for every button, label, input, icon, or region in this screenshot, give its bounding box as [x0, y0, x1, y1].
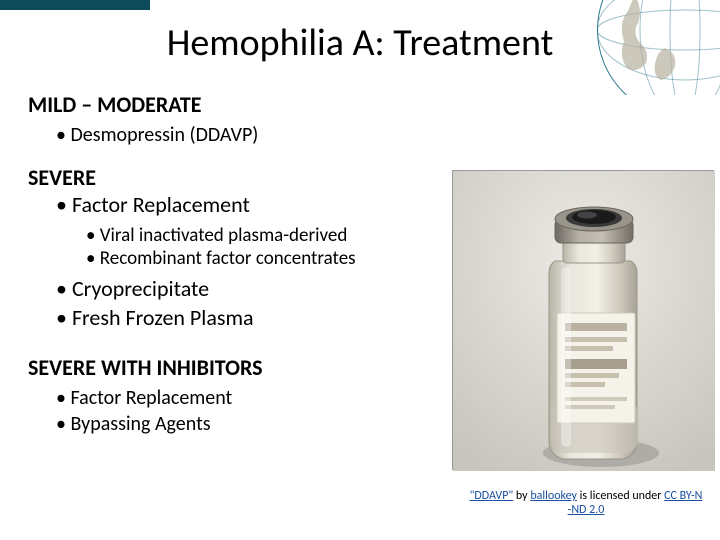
heading-inhibitors: SEVERE WITH INHIBITORS — [28, 354, 448, 381]
credit-license-link-1[interactable]: CC BY-N — [664, 489, 702, 503]
bullet-desmopressin: Desmopressin (DDAVP) — [56, 122, 448, 148]
heading-severe: SEVERE — [28, 164, 448, 191]
photo-credit: "DDAVP" by ballookey is licensed under C… — [452, 490, 720, 518]
vial-photo — [452, 170, 714, 470]
bullet-recombinant: Recombinant factor concentrates — [86, 247, 448, 271]
credit-by: by — [513, 489, 530, 503]
bullet-inhib-factor: Factor Replacement — [56, 385, 448, 411]
credit-license-link-2[interactable]: -ND 2.0 — [568, 503, 605, 517]
heading-mild: MILD – MODERATE — [28, 91, 448, 118]
content-area: MILD – MODERATE Desmopressin (DDAVP) SEV… — [28, 85, 448, 437]
bullet-cryoprecipitate: Cryoprecipitate — [56, 275, 448, 304]
slide-title: Hemophilia A: Treatment — [0, 20, 720, 66]
credit-title-link[interactable]: "DDAVP" — [470, 489, 514, 503]
bullet-ffp: Fresh Frozen Plasma — [56, 304, 448, 333]
bullet-factor-replacement: Factor Replacement — [56, 191, 448, 220]
bullet-inhib-bypass: Bypassing Agents — [56, 411, 448, 437]
bullet-viral-inactivated: Viral inactivated plasma-derived — [86, 224, 448, 248]
credit-author-link[interactable]: ballookey — [530, 489, 577, 503]
header-accent-bar — [0, 0, 150, 10]
credit-mid: is licensed under — [577, 489, 664, 503]
